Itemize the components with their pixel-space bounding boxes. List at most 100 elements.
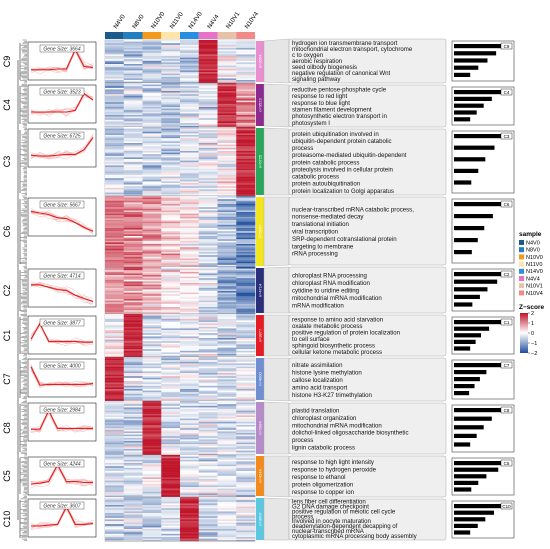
cluster-label-C6: C6 (2, 226, 12, 238)
heat-cell (161, 498, 181, 501)
heat-cell (105, 275, 125, 277)
heat-cell (180, 232, 200, 235)
heat-cell (180, 51, 200, 53)
heat-cell (198, 437, 218, 440)
heat-cell (105, 289, 125, 292)
heat-cell (198, 99, 218, 101)
heat-cell (180, 447, 200, 450)
legend-entry-N14V0: N14V0 (526, 269, 543, 275)
heat-cell (236, 485, 256, 488)
heat-cell (161, 247, 181, 249)
heat-cell (180, 525, 200, 528)
cluster-label-C2: C2 (2, 285, 12, 297)
heat-cell (161, 538, 181, 541)
heat-cell (142, 363, 162, 366)
heat-cell (180, 501, 200, 504)
heat-cell (198, 461, 218, 464)
heat-cell (142, 302, 162, 304)
enrichment-bar (454, 461, 508, 466)
heat-cell (142, 519, 162, 522)
heat-cell (105, 516, 125, 518)
heat-cell (180, 200, 200, 203)
heat-cell (236, 59, 256, 61)
heat-cell (217, 431, 237, 434)
heat-cell (236, 436, 256, 438)
heat-cell (217, 270, 237, 272)
bar-tag-box (500, 200, 513, 208)
heat-cell (236, 535, 256, 538)
heat-cell (217, 330, 237, 332)
heat-cell (180, 310, 200, 312)
heat-cell (105, 80, 125, 82)
heat-cell (142, 325, 162, 327)
heat-cell (105, 339, 125, 342)
profile-C1: Gene Size: 3877 (27, 315, 97, 355)
heat-cell (105, 138, 125, 140)
heat-cell (180, 535, 200, 538)
heat-cell (236, 221, 256, 224)
heat-cell (180, 377, 200, 380)
heat-cell (180, 208, 200, 211)
heat-cell (142, 264, 162, 267)
heat-cell (217, 215, 237, 217)
heat-cell (142, 331, 162, 334)
heat-cell (123, 346, 143, 348)
heat-cell (180, 91, 200, 93)
heat-cell (105, 352, 125, 355)
heat-cell (123, 300, 143, 303)
heat-cell (180, 299, 200, 301)
heat-cell (105, 232, 125, 235)
heat-cell (180, 68, 200, 71)
heat-cell (217, 276, 237, 279)
heat-cell (105, 141, 125, 144)
heat-cell (142, 202, 162, 205)
heat-cell (123, 264, 143, 267)
heat-cell (161, 365, 181, 367)
legend-swatch-N11V0 (519, 261, 524, 267)
heat-cell (105, 373, 125, 375)
heat-cell (180, 128, 200, 131)
heat-cell (217, 57, 237, 60)
heat-cell (123, 485, 143, 488)
heat-cell (198, 513, 218, 515)
heat-cell (198, 519, 218, 522)
heat-cell (198, 113, 218, 116)
heat-cell (123, 44, 143, 47)
heat-cell (180, 532, 200, 534)
heat-cell (161, 294, 181, 296)
heat-cell (217, 100, 237, 103)
heat-cell (161, 482, 181, 484)
heat-cell (123, 357, 143, 359)
heat-cell (161, 334, 181, 337)
heat-cell (123, 369, 143, 372)
heat-cell (142, 239, 162, 241)
heat-cell (161, 493, 181, 496)
heat-cell (217, 284, 237, 287)
heat-cell (236, 86, 256, 88)
heat-cell (198, 339, 218, 342)
heat-cell (236, 143, 256, 145)
heat-cell (142, 318, 162, 321)
heat-cell (161, 220, 181, 222)
heat-cell (105, 294, 125, 296)
heat-cell (142, 442, 162, 445)
heat-cell (142, 365, 162, 367)
heat-cell (198, 467, 218, 470)
heat-cell (161, 159, 181, 161)
bar-tag-box (500, 406, 513, 414)
heat-cell (180, 116, 200, 119)
heat-cell (236, 187, 256, 190)
heat-cell (142, 464, 162, 467)
heat-cell (180, 252, 200, 254)
heat-cell (105, 167, 125, 169)
heat-cell (236, 97, 256, 100)
heat-cell (161, 418, 181, 421)
heat-cell (105, 338, 125, 340)
heat-cell (236, 236, 256, 238)
heat-cell (180, 385, 200, 388)
heat-cell (198, 130, 218, 132)
heat-cell (161, 107, 181, 109)
heat-cell (198, 287, 218, 290)
heat-cell (161, 336, 181, 339)
heat-cell (236, 292, 256, 295)
